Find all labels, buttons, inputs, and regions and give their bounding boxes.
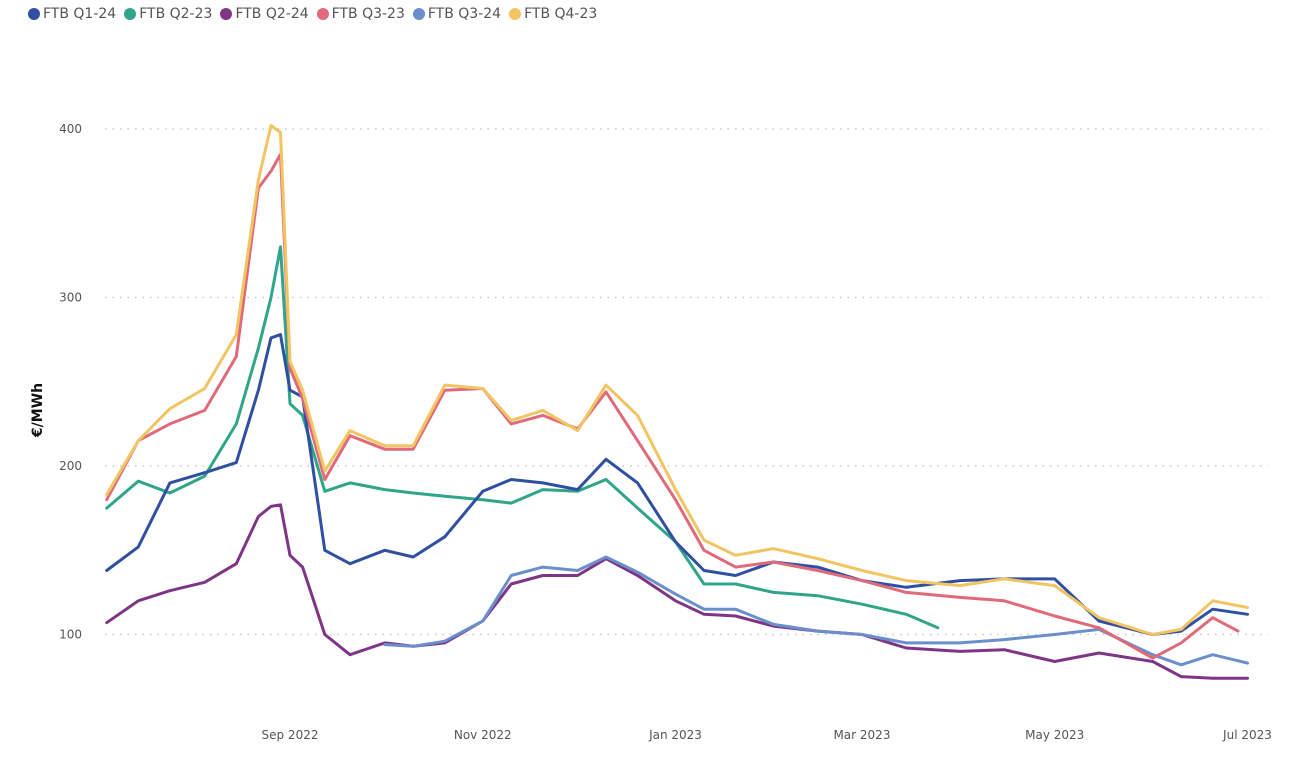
y-tick-label: 100 <box>59 628 82 642</box>
y-tick-label: 400 <box>59 122 82 136</box>
series-line-ftb-q2-23[interactable] <box>105 245 940 630</box>
x-tick-label: Jan 2023 <box>648 728 702 742</box>
x-tick-label: Nov 2022 <box>454 728 512 742</box>
legend-marker-icon <box>412 8 425 20</box>
series-line-ftb-q2-24[interactable] <box>105 503 1249 680</box>
legend-marker-icon <box>28 8 40 20</box>
series-line-ftb-q4-23[interactable] <box>105 124 1249 636</box>
legend-marker-icon <box>316 8 329 20</box>
legend-label: FTB Q3-23 <box>331 6 405 22</box>
y-axis-ticks: 100 200 300 400 <box>59 122 82 642</box>
legend-item[interactable]: FTB Q1-24 <box>28 6 116 22</box>
legend-label: FTB Q1-24 <box>43 6 117 22</box>
legend-label: FTB Q3-24 <box>427 6 502 22</box>
legend-marker-icon <box>220 8 233 20</box>
legend-item[interactable]: FTB Q2-23 <box>124 6 212 22</box>
x-axis-ticks: Sep 2022 Nov 2022 Jan 2023 Mar 2023 May 2023… <box>262 728 1272 742</box>
legend-item[interactable]: FTB Q4-23 <box>509 6 597 22</box>
x-tick-label: May 2023 <box>1025 728 1084 742</box>
legend-marker-icon <box>124 8 137 20</box>
legend-item[interactable]: FTB Q2-24 <box>220 6 309 22</box>
legend-item[interactable]: FTB Q3-24 <box>412 6 502 22</box>
chart-legend: FTB Q1-24 FTB Q2-23 FTB Q2-24 FTB Q3-23 FTB … <box>28 6 597 22</box>
legend-item[interactable]: FTB Q3-23 <box>316 6 405 22</box>
x-tick-label: Sep 2022 <box>262 728 319 742</box>
series-lines <box>105 124 1249 680</box>
series-line-ftb-q1-24[interactable] <box>105 333 1249 636</box>
series-line-ftb-q3-23[interactable] <box>105 152 1240 660</box>
legend-label: FTB Q2-24 <box>235 6 309 22</box>
y-tick-label: 200 <box>59 459 82 473</box>
legend-label: FTB Q4-23 <box>524 6 598 22</box>
legend-label: FTB Q2-23 <box>139 6 213 22</box>
x-tick-label: Mar 2023 <box>833 728 890 742</box>
legend-marker-icon <box>509 8 522 20</box>
y-tick-label: 300 <box>59 291 82 305</box>
x-tick-label: Jul 2023 <box>1222 728 1272 742</box>
y-axis-label: €/MWh <box>30 383 46 438</box>
series-line-ftb-q3-24[interactable] <box>383 555 1249 667</box>
